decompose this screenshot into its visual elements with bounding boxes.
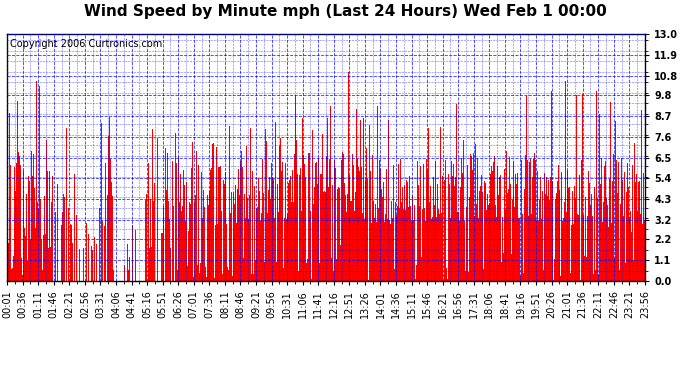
- Text: Wind Speed by Minute mph (Last 24 Hours) Wed Feb 1 00:00: Wind Speed by Minute mph (Last 24 Hours)…: [83, 4, 607, 19]
- Text: Copyright 2006 Curtronics.com: Copyright 2006 Curtronics.com: [10, 39, 162, 49]
